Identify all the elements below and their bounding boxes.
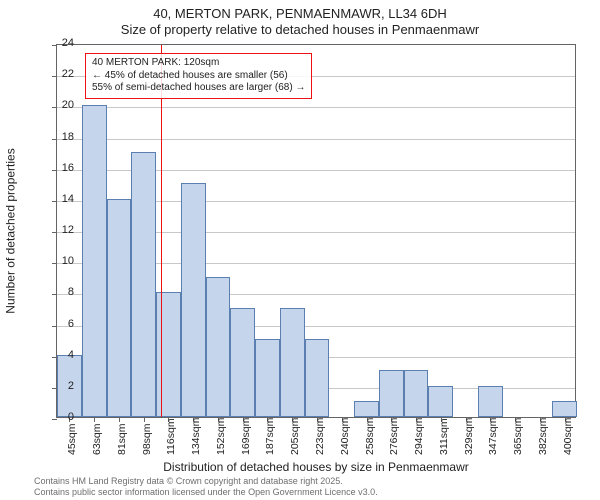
y-tick-label: 20 bbox=[50, 99, 74, 111]
x-tick-label: 63sqm bbox=[91, 423, 103, 455]
histogram-bar bbox=[131, 152, 156, 417]
x-tick-label: 81sqm bbox=[116, 423, 128, 455]
y-tick-label: 0 bbox=[50, 411, 74, 423]
y-tick-label: 12 bbox=[50, 224, 74, 236]
histogram-bar bbox=[354, 401, 379, 417]
annotation-line3: 55% of semi-detached houses are larger (… bbox=[92, 82, 305, 95]
x-tick-label: 311sqm bbox=[438, 418, 450, 455]
x-tick-label: 329sqm bbox=[463, 418, 475, 455]
plot-area: 45sqm63sqm81sqm98sqm116sqm134sqm152sqm16… bbox=[56, 44, 576, 418]
x-tick-label: 347sqm bbox=[487, 418, 499, 455]
y-tick-label: 6 bbox=[50, 318, 74, 330]
y-tick-label: 10 bbox=[50, 255, 74, 267]
x-tick-label: 134sqm bbox=[190, 418, 202, 455]
x-tick-label: 223sqm bbox=[314, 418, 326, 455]
x-tick-mark bbox=[119, 417, 120, 422]
x-tick-label: 116sqm bbox=[165, 418, 177, 455]
histogram-bar bbox=[230, 308, 255, 417]
histogram-bar bbox=[404, 370, 429, 417]
histogram-bar bbox=[478, 386, 503, 417]
x-tick-mark bbox=[94, 417, 95, 422]
histogram-bar bbox=[379, 370, 404, 417]
chart-title-line2: Size of property relative to detached ho… bbox=[0, 22, 600, 37]
histogram-bar bbox=[255, 339, 280, 417]
x-tick-label: 382sqm bbox=[537, 418, 549, 455]
y-axis-label: Number of detached properties bbox=[4, 148, 18, 313]
histogram-bar bbox=[82, 105, 107, 417]
chart-title-line1: 40, MERTON PARK, PENMAENMAWR, LL34 6DH bbox=[0, 6, 600, 21]
grid-line bbox=[57, 139, 575, 140]
credits: Contains HM Land Registry data © Crown c… bbox=[34, 476, 378, 498]
histogram-bar bbox=[552, 401, 577, 417]
annotation-line2: ← 45% of detached houses are smaller (56… bbox=[92, 70, 305, 83]
reference-line bbox=[161, 45, 162, 417]
y-tick-label: 22 bbox=[50, 68, 74, 80]
y-tick-label: 14 bbox=[50, 193, 74, 205]
y-tick-label: 2 bbox=[50, 380, 74, 392]
credits-line2: Contains public sector information licen… bbox=[34, 487, 378, 498]
y-tick-label: 8 bbox=[50, 286, 74, 298]
histogram-bar bbox=[280, 308, 305, 417]
x-tick-label: 205sqm bbox=[289, 418, 301, 455]
x-tick-label: 45sqm bbox=[66, 423, 78, 455]
histogram-bar bbox=[428, 386, 453, 417]
y-tick-label: 24 bbox=[50, 37, 74, 49]
x-tick-label: 365sqm bbox=[512, 418, 524, 455]
x-tick-label: 169sqm bbox=[240, 418, 252, 455]
histogram-bar bbox=[305, 339, 330, 417]
credits-line1: Contains HM Land Registry data © Crown c… bbox=[34, 476, 378, 487]
x-tick-label: 294sqm bbox=[413, 418, 425, 455]
histogram-bar bbox=[156, 292, 181, 417]
y-tick-label: 16 bbox=[50, 162, 74, 174]
x-tick-label: 187sqm bbox=[264, 418, 276, 455]
y-tick-label: 4 bbox=[50, 349, 74, 361]
histogram-bar bbox=[206, 277, 231, 417]
annotation-line1: 40 MERTON PARK: 120sqm bbox=[92, 57, 305, 70]
histogram-bar bbox=[181, 183, 206, 417]
y-tick-label: 18 bbox=[50, 131, 74, 143]
x-tick-label: 240sqm bbox=[339, 418, 351, 455]
x-tick-label: 258sqm bbox=[364, 418, 376, 455]
x-tick-label: 152sqm bbox=[215, 418, 227, 455]
grid-line bbox=[57, 107, 575, 108]
x-tick-label: 400sqm bbox=[562, 418, 574, 455]
x-tick-label: 276sqm bbox=[388, 418, 400, 455]
y-axis-label-container: Number of detached properties bbox=[2, 44, 20, 418]
x-tick-mark bbox=[144, 417, 145, 422]
histogram-bar bbox=[107, 199, 132, 417]
x-axis-label: Distribution of detached houses by size … bbox=[56, 460, 576, 474]
x-tick-label: 98sqm bbox=[141, 423, 153, 455]
annotation-box: 40 MERTON PARK: 120sqm← 45% of detached … bbox=[85, 53, 312, 99]
